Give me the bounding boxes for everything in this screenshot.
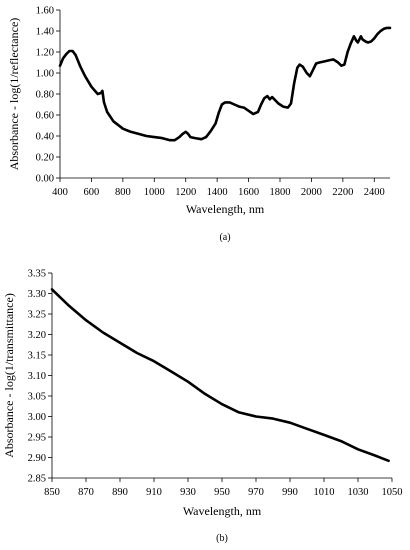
series-line [58, 26, 392, 142]
x-axis-title: Wavelength, nm [183, 504, 262, 518]
x-tick-label: 910 [146, 487, 162, 498]
x-tick-label: 1800 [270, 187, 291, 198]
x-tick-label: 400 [52, 187, 68, 198]
y-tick-label: 3.20 [28, 330, 46, 341]
y-tick-label: 0.20 [36, 153, 54, 164]
y-tick-label: 3.35 [28, 269, 46, 280]
x-tick-label: 2200 [332, 187, 353, 198]
x-tick-label: 890 [112, 487, 128, 498]
x-tick-label: 1400 [207, 187, 228, 198]
y-tick-label: 0.00 [36, 174, 54, 185]
y-tick-label: 0.80 [36, 90, 54, 101]
x-tick-label: 950 [214, 487, 230, 498]
y-tick-label: 3.30 [28, 289, 46, 300]
x-tick-label: 1010 [314, 487, 335, 498]
x-tick-label: 1600 [238, 187, 259, 198]
x-tick-label: 2400 [364, 187, 385, 198]
y-tick-label: 3.10 [28, 371, 46, 382]
y-tick-label: 0.40 [36, 132, 54, 143]
panel-label: (b) [216, 533, 228, 544]
y-tick-label: 0.60 [36, 111, 54, 122]
x-tick-label: 2000 [301, 187, 322, 198]
x-tick-label: 990 [282, 487, 298, 498]
y-axis-title: Absorbance - log(1/transmittance) [2, 293, 16, 458]
y-tick-label: 1.20 [36, 48, 54, 59]
x-tick-label: 1200 [175, 187, 196, 198]
x-tick-label: 800 [115, 187, 131, 198]
x-tick-label: 1050 [382, 487, 403, 498]
y-tick-label: 1.60 [36, 6, 54, 17]
x-tick-label: 1030 [348, 487, 369, 498]
y-tick-label: 3.25 [28, 310, 46, 321]
y-axis-title: Absorbance - log(1/reflectance) [7, 18, 21, 171]
y-tick-label: 3.15 [28, 351, 46, 362]
x-tick-label: 870 [78, 487, 94, 498]
y-tick-label: 2.95 [28, 433, 46, 444]
y-tick-label: 2.85 [28, 474, 46, 485]
y-tick-label: 1.40 [36, 27, 54, 38]
series-line [50, 288, 390, 463]
y-tick-label: 1.00 [36, 69, 54, 80]
x-tick-label: 600 [84, 187, 100, 198]
x-tick-label: 970 [248, 487, 264, 498]
chart-panel-b: 2.85 2.90 2.95 3.00 3.05 3.10 3.15 3.20 3.25 3.30… [2, 269, 403, 545]
x-axis-title: Wavelength, nm [186, 202, 265, 216]
y-tick-label: 2.90 [28, 453, 46, 464]
x-tick-label: 850 [44, 487, 60, 498]
x-tick-label: 1000 [144, 187, 165, 198]
y-tick-label: 3.00 [28, 412, 46, 423]
y-tick-label: 3.05 [28, 392, 46, 403]
x-tick-label: 930 [180, 487, 196, 498]
panel-label: (a) [219, 232, 230, 243]
chart-panel-a: 0.00 0.20 0.40 0.60 0.80 1.00 1.20 1.40 1.60 400 6… [7, 6, 392, 243]
